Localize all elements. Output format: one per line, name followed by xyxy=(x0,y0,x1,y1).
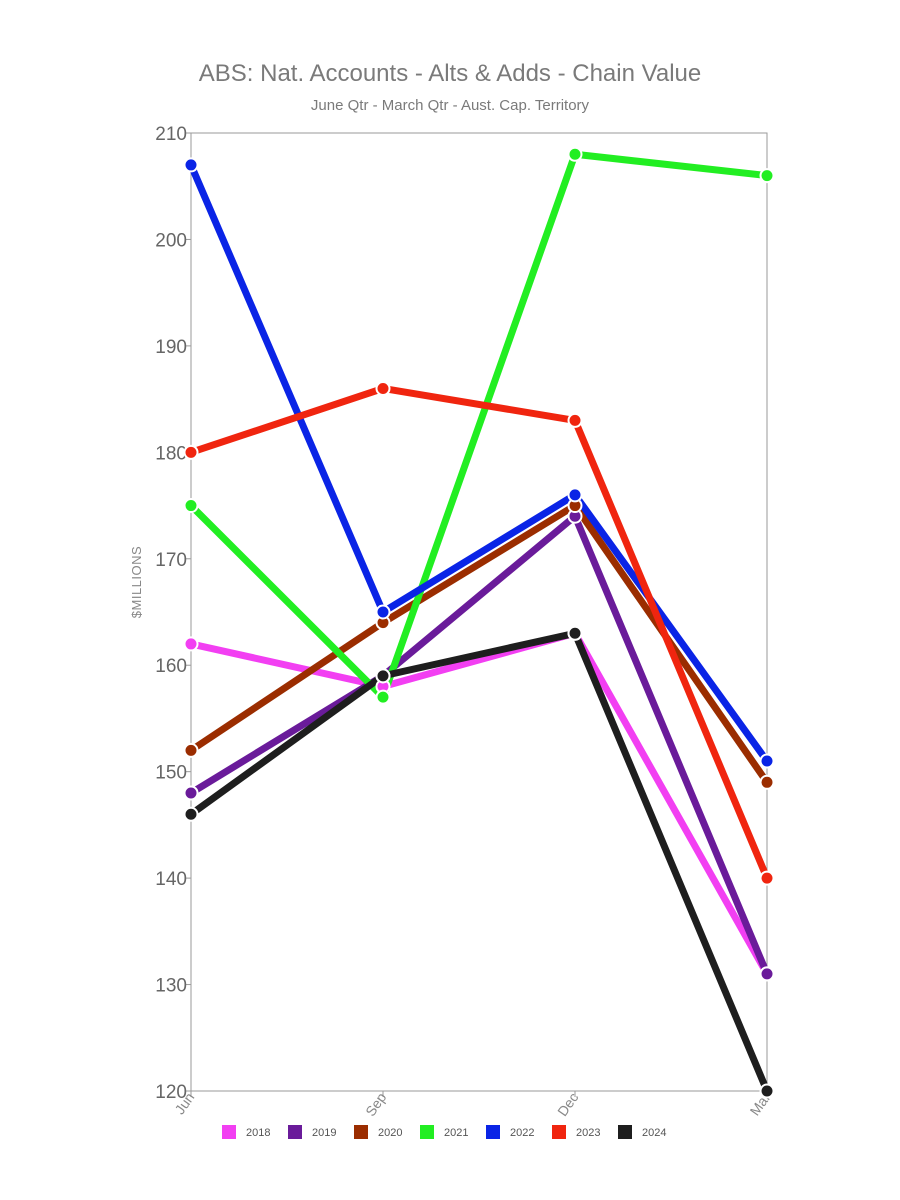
data-point-2020-Jun[interactable] xyxy=(183,742,199,758)
y-tick-label: 150 xyxy=(155,763,187,784)
chart-title: ABS: Nat. Accounts - Alts & Adds - Chain… xyxy=(198,60,702,87)
x-tick-label: Dec xyxy=(554,1090,581,1120)
data-point-2018-Jun[interactable] xyxy=(183,636,199,652)
legend-label-2019[interactable]: 2019 xyxy=(312,1127,336,1139)
data-point-2022-Mar[interactable] xyxy=(759,753,775,769)
legend-swatch-2024[interactable] xyxy=(618,1125,632,1139)
data-point-2022-Jun[interactable] xyxy=(183,157,199,173)
data-point-2022-Dec[interactable] xyxy=(567,487,583,503)
data-point-2023-Dec[interactable] xyxy=(567,412,583,428)
x-tick-label: Sep xyxy=(362,1089,390,1119)
data-point-2023-Sep[interactable] xyxy=(375,380,391,396)
data-point-2021-Mar[interactable] xyxy=(759,168,775,184)
y-tick-label: 140 xyxy=(155,869,187,890)
legend-label-2024[interactable]: 2024 xyxy=(642,1127,666,1139)
legend-swatch-2023[interactable] xyxy=(552,1125,566,1139)
y-tick-label: 190 xyxy=(155,337,187,358)
data-point-2022-Sep[interactable] xyxy=(375,604,391,620)
data-point-2023-Mar[interactable] xyxy=(759,870,775,886)
y-tick-label: 170 xyxy=(155,550,187,571)
data-point-2024-Mar[interactable] xyxy=(759,1083,775,1099)
y-tick-label: 130 xyxy=(155,976,187,997)
series-line-2022 xyxy=(187,161,771,765)
data-point-2021-Dec[interactable] xyxy=(567,146,583,162)
legend-label-2023[interactable]: 2023 xyxy=(576,1127,600,1139)
data-point-2023-Jun[interactable] xyxy=(183,444,199,460)
plot-frame xyxy=(190,132,768,1092)
legend-swatch-2020[interactable] xyxy=(354,1125,368,1139)
legend-swatch-2021[interactable] xyxy=(420,1125,434,1139)
y-tick-label: 210 xyxy=(155,124,187,145)
y-tick-label: 120 xyxy=(155,1082,187,1103)
data-point-2021-Sep[interactable] xyxy=(375,689,391,705)
series-line-2024 xyxy=(187,629,771,1095)
y-tick-label: 200 xyxy=(155,230,187,251)
legend-swatch-2022[interactable] xyxy=(486,1125,500,1139)
series-line-2021 xyxy=(187,150,771,701)
legend-label-2021[interactable]: 2021 xyxy=(444,1127,468,1139)
data-point-2024-Dec[interactable] xyxy=(567,625,583,641)
data-point-2024-Sep[interactable] xyxy=(375,668,391,684)
y-tick-label: 160 xyxy=(155,656,187,677)
data-point-2019-Jun[interactable] xyxy=(183,785,199,801)
legend-swatch-2018[interactable] xyxy=(222,1125,236,1139)
data-point-2024-Jun[interactable] xyxy=(183,806,199,822)
legend-label-2020[interactable]: 2020 xyxy=(378,1127,402,1139)
y-tick-label: 180 xyxy=(155,443,187,464)
series-line-2023 xyxy=(187,384,771,882)
y-axis-label: $MILLIONS xyxy=(129,546,144,618)
data-point-2021-Jun[interactable] xyxy=(183,498,199,514)
legend-label-2022[interactable]: 2022 xyxy=(510,1127,534,1139)
data-point-2019-Mar[interactable] xyxy=(759,966,775,982)
series-line-2019 xyxy=(187,512,771,978)
legend-swatch-2019[interactable] xyxy=(288,1125,302,1139)
series-line-2018 xyxy=(187,629,771,978)
data-point-2020-Mar[interactable] xyxy=(759,774,775,790)
legend-label-2018[interactable]: 2018 xyxy=(246,1127,270,1139)
chart-subtitle: June Qtr - March Qtr - Aust. Cap. Territ… xyxy=(310,97,590,114)
